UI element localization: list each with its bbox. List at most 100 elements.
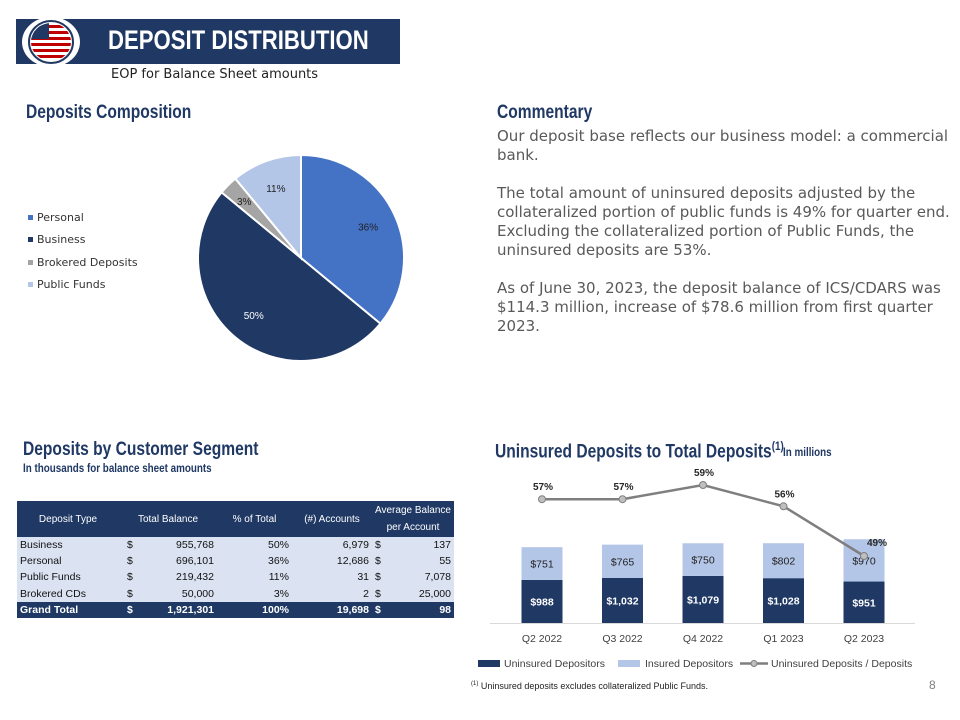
table-row: Business $ 955,768 50% 6,979 $ 137 (17, 537, 454, 554)
line-data-label: 57% (613, 482, 633, 493)
legend-marker-ratio (750, 660, 758, 667)
bar-insured (682, 543, 724, 576)
commentary-paragraph: The total amount of uninsured deposits a… (497, 184, 950, 259)
bar-label-insured: $765 (611, 556, 635, 568)
x-tick-label: Q2 2023 (844, 633, 884, 645)
commentary-paragraph: As of June 30, 2023, the deposit balance… (497, 279, 941, 335)
cell-currency: $ (372, 537, 392, 554)
bar-label-uninsured: $1,079 (687, 594, 719, 606)
footnote-marker: (1) (471, 681, 479, 687)
legend-swatch (28, 214, 33, 220)
segment-table: Deposit Type Total Balance % of Total (#… (17, 501, 454, 618)
legend-item-public-funds: Public Funds (28, 274, 138, 297)
legend-swatch-uninsured (478, 660, 500, 667)
table-header-row: Deposit Type Total Balance % of Total (#… (17, 501, 454, 537)
bar-label-uninsured: $1,028 (767, 596, 799, 608)
cell-currency: $ (372, 553, 392, 570)
legend-item-brokered: Brokered Deposits (28, 251, 138, 274)
x-tick-label: Q4 2022 (683, 633, 723, 645)
title-bar (16, 19, 400, 64)
cell-accounts: 6,979 (292, 537, 372, 554)
cell-type: Business (17, 537, 119, 554)
table-row: Public Funds $ 219,432 11% 31 $ 7,078 (17, 569, 454, 586)
composition-heading: Deposits Composition (26, 102, 192, 123)
cell-type: Brokered CDs (17, 585, 119, 602)
cell-currency: $ (372, 585, 392, 602)
col-accounts: (#) Accounts (292, 501, 372, 537)
legend-label-ratio: Uninsured Deposits / Deposits (771, 658, 912, 670)
line-point (699, 481, 707, 489)
cell-accounts: 12,686 (292, 553, 372, 570)
bar-insured (521, 547, 563, 580)
cell-type: Public Funds (17, 569, 119, 586)
bar-uninsured (521, 579, 563, 623)
legend-label: Business (37, 233, 86, 247)
legend-swatch (28, 282, 33, 288)
line-data-label: 56% (774, 489, 794, 500)
cell-currency: $ (119, 553, 143, 570)
line-data-label: 59% (694, 468, 714, 479)
cell-currency: $ (119, 537, 143, 554)
cell-currency: $ (119, 601, 143, 618)
col-average-balance: Average Balance per Account (372, 501, 454, 537)
segment-subheading: In thousands for balance sheet amounts (23, 461, 212, 475)
segment-heading: Deposits by Customer Segment (23, 439, 259, 460)
cell-avg: 137 (391, 537, 454, 554)
cell-accounts: 19,698 (292, 601, 372, 618)
cell-balance: 50,000 (142, 585, 217, 602)
line-point (860, 552, 868, 560)
uninsured-heading-text: Uninsured Deposits to Total Deposits (495, 441, 772, 463)
cell-type: Grand Total (17, 601, 119, 618)
page-number: 8 (929, 678, 936, 692)
bar-insured (763, 543, 804, 579)
cell-pct: 3% (217, 585, 292, 602)
bar-uninsured (843, 581, 885, 623)
cell-balance: 219,432 (142, 569, 217, 586)
bar-label-uninsured: $1,032 (606, 596, 638, 608)
cell-pct: 11% (217, 569, 292, 586)
line-data-label: 57% (533, 482, 553, 493)
uninsured-deposits-chart: $988 $751 Q2 2022 $1,032 $765 Q3 2022 $1,079 $7… (478, 468, 915, 670)
cell-balance: 1,921,301 (142, 601, 217, 618)
bar-label-insured: $750 (691, 555, 715, 567)
legend-label-uninsured: Uninsured Depositors (504, 658, 605, 670)
x-tick-label: Q1 2023 (763, 633, 803, 645)
table-row: Brokered CDs $ 50,000 3% 2 $ 25,000 (17, 585, 454, 602)
col-pct-total: % of Total (217, 501, 292, 537)
legend-item-personal: Personal (28, 206, 138, 229)
cell-currency: $ (119, 569, 143, 586)
cell-accounts: 2 (292, 585, 372, 602)
cell-balance: 696,101 (142, 553, 217, 570)
cell-avg: 25,000 (391, 585, 454, 602)
pie-data-label: 3% (237, 197, 252, 208)
cell-currency: $ (119, 585, 143, 602)
cell-currency: $ (372, 569, 392, 586)
bar-uninsured (763, 578, 804, 623)
page-title: DEPOSIT DISTRIBUTION (108, 25, 369, 55)
cell-pct: 50% (217, 537, 292, 554)
cell-avg: 7,078 (391, 569, 454, 586)
uninsured-units: In millions (783, 445, 832, 459)
bar-label-insured: $802 (772, 556, 796, 568)
commentary-paragraph: Our deposit base reflects our business m… (497, 127, 949, 164)
cell-type: Personal (17, 553, 119, 570)
bar-label-insured: $751 (530, 559, 554, 571)
legend-label: Brokered Deposits (37, 255, 138, 269)
cell-pct: 100% (217, 601, 292, 618)
legend-label: Public Funds (37, 278, 106, 292)
bar-label-uninsured: $988 (530, 596, 554, 608)
cell-avg: 98 (391, 601, 454, 618)
line-data-label: 49% (867, 538, 887, 549)
pie-data-label: 11% (266, 184, 285, 195)
footnote-text: Uninsured deposits excludes collateraliz… (480, 681, 708, 691)
cell-avg: 55 (391, 553, 454, 570)
x-tick-label: Q2 2022 (522, 633, 562, 645)
cell-accounts: 31 (292, 569, 372, 586)
bar-label-uninsured: $951 (852, 597, 876, 609)
line-point (538, 495, 546, 504)
bar-insured (602, 544, 643, 579)
bar-uninsured (682, 575, 724, 623)
pie-slice-public-funds (233, 153, 302, 261)
col-deposit-type: Deposit Type (17, 501, 119, 537)
line-point (618, 495, 627, 504)
